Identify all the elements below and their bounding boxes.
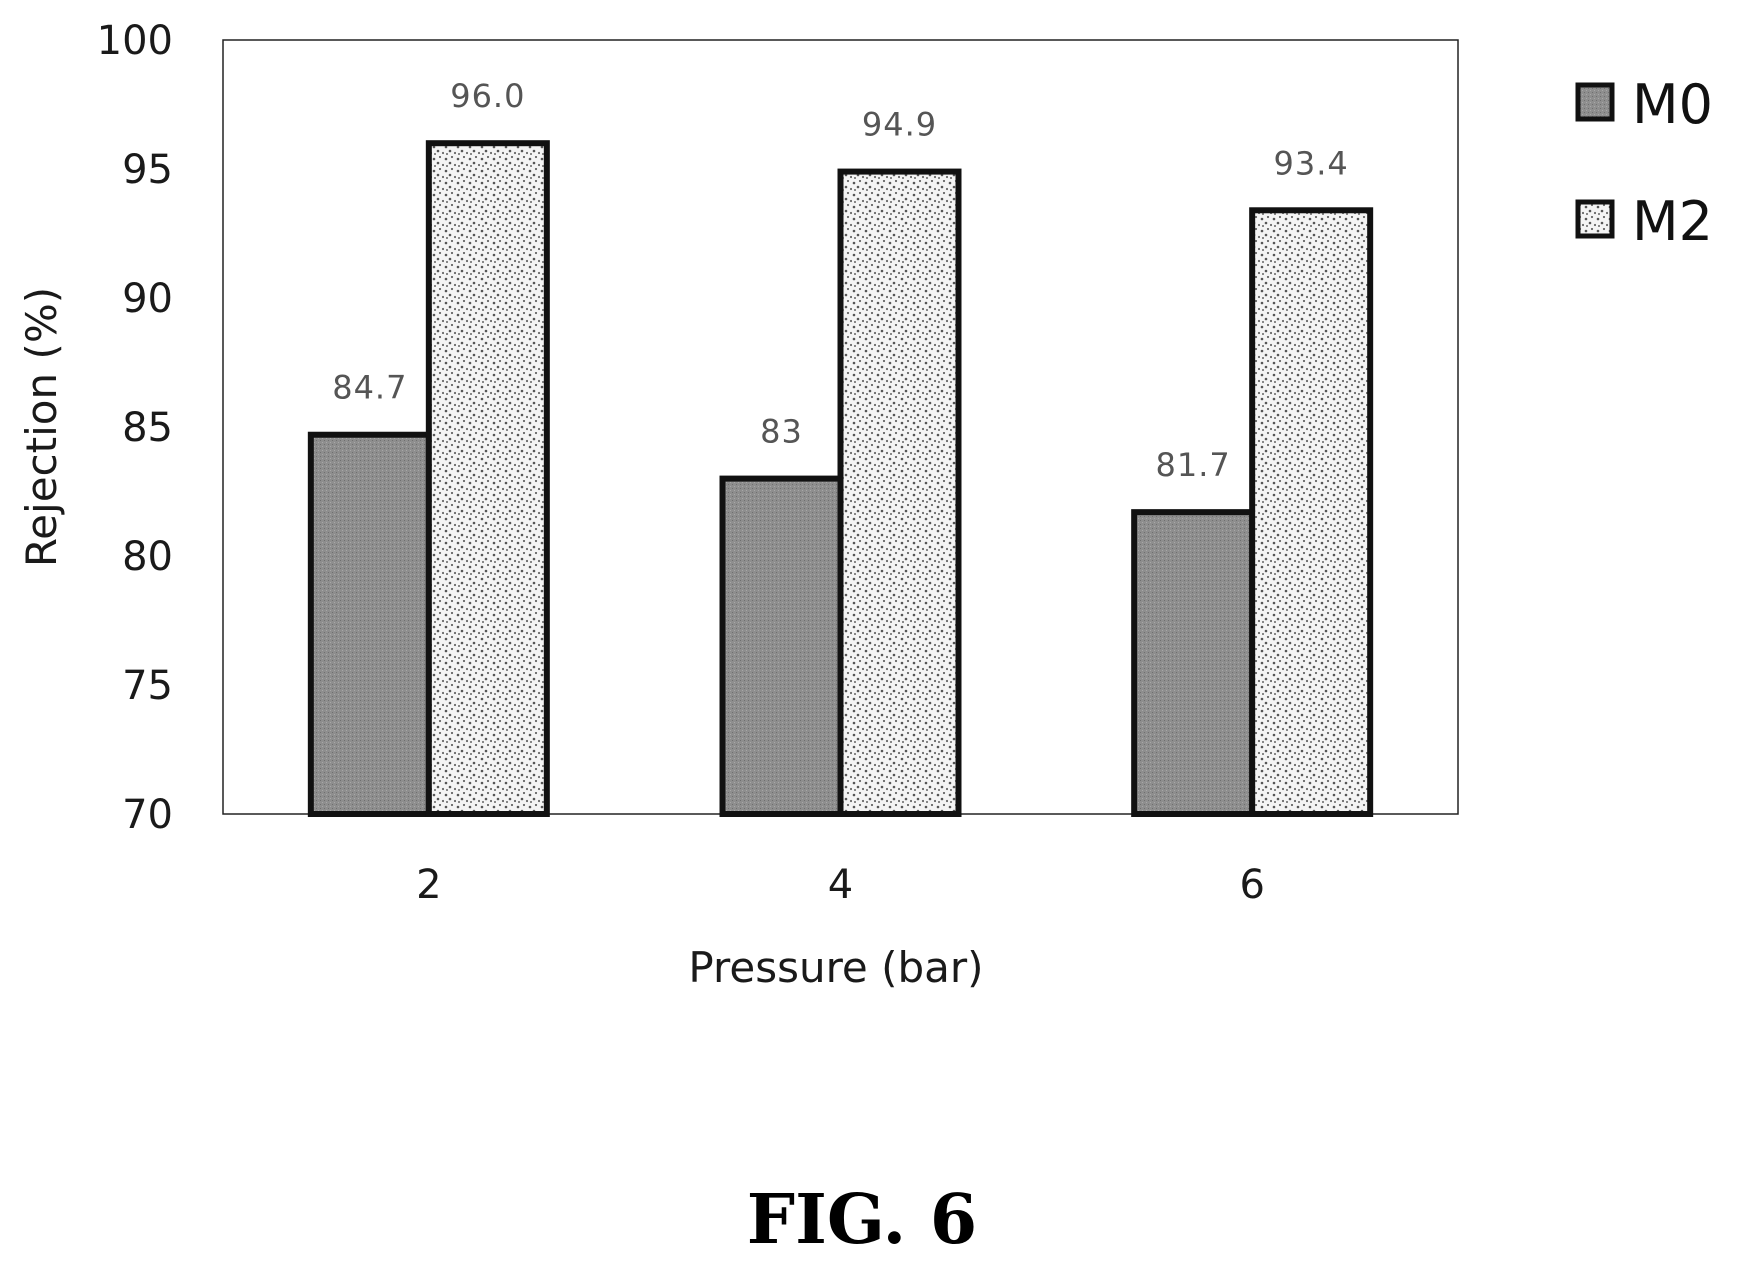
data-label-m2-2: 96.0 — [450, 77, 525, 115]
x-tick-label: 6 — [1239, 862, 1264, 908]
data-label-m0-6: 81.7 — [1156, 446, 1231, 484]
data-label-m0-2: 84.7 — [332, 369, 407, 407]
y-axis-ticks: 70 75 80 85 90 95 100 — [97, 18, 173, 838]
bar-m0-2 — [307, 431, 432, 817]
x-axis-ticks: 2 4 6 — [416, 862, 1265, 908]
y-tick-label: 100 — [97, 18, 173, 64]
legend-label-m0: M0 — [1632, 73, 1713, 136]
bar-m2-4 — [837, 168, 962, 817]
y-tick-label: 80 — [122, 534, 173, 580]
y-tick-label: 70 — [122, 792, 173, 838]
bar-m0-4 — [719, 475, 844, 817]
y-tick-label: 95 — [122, 147, 173, 193]
y-tick-label: 90 — [122, 276, 173, 322]
data-labels-group: 84.7 96.0 83 94.9 81.7 93.4 — [332, 77, 1349, 484]
x-tick-label: 4 — [828, 862, 853, 908]
data-label-m2-6: 93.4 — [1274, 144, 1349, 182]
figure-caption: FIG. 6 — [747, 1180, 977, 1260]
bar-m2-6 — [1249, 207, 1374, 817]
bars-group — [307, 140, 1374, 817]
data-label-m0-4: 83 — [760, 413, 803, 451]
x-axis-title: Pressure (bar) — [688, 943, 983, 992]
y-tick-label: 85 — [122, 405, 173, 451]
legend: M0 M2 — [1575, 73, 1713, 253]
bar-m0-6 — [1131, 509, 1256, 817]
legend-swatch-m2 — [1575, 199, 1615, 239]
x-tick-label: 2 — [416, 862, 441, 908]
y-axis-title: Rejection (%) — [17, 287, 66, 567]
y-tick-label: 75 — [122, 663, 173, 709]
data-label-m2-4: 94.9 — [862, 106, 937, 144]
legend-label-m2: M2 — [1632, 190, 1713, 253]
bar-m2-2 — [425, 140, 550, 817]
legend-swatch-m0 — [1575, 82, 1615, 122]
